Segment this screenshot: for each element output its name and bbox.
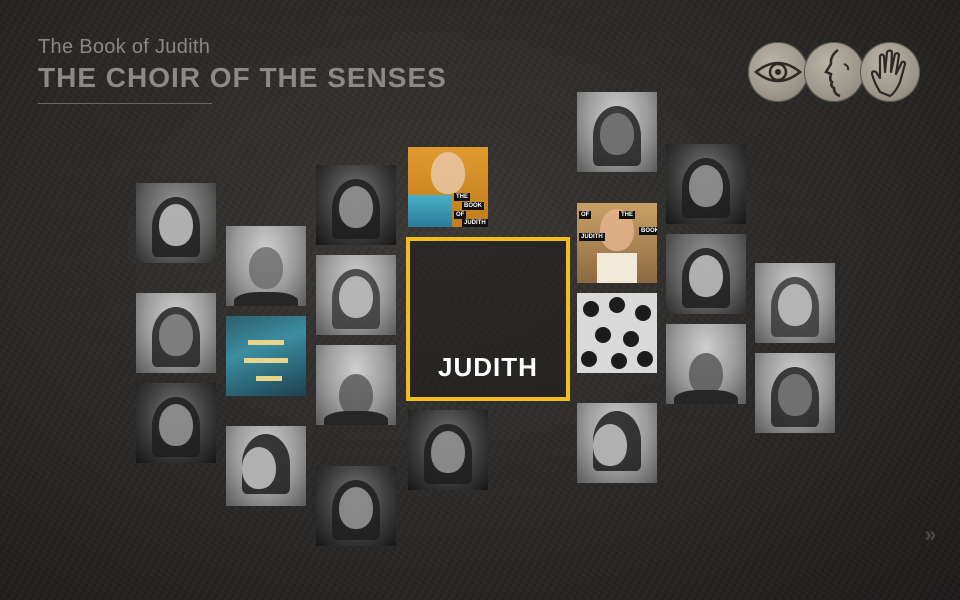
singer-video-tile[interactable] — [226, 426, 306, 506]
face-shape — [159, 203, 193, 246]
singer-video-tile[interactable] — [136, 383, 216, 463]
ink-dot — [583, 301, 599, 317]
face-shape — [431, 430, 465, 473]
ink-dot — [581, 351, 597, 367]
face-shape — [689, 164, 723, 207]
singer-video-tile[interactable] — [755, 263, 835, 343]
book-tag-text: BOOK — [639, 227, 657, 235]
singer-video-tile[interactable] — [226, 226, 306, 306]
face-shape — [159, 313, 193, 356]
singer-video-tile[interactable] — [666, 144, 746, 224]
shoulders-shape — [674, 390, 738, 404]
face-shape — [339, 275, 373, 318]
ink-dot — [637, 351, 653, 367]
ink-dot — [611, 353, 627, 369]
singer-video-tile[interactable] — [136, 293, 216, 373]
singer-video-tile[interactable] — [408, 410, 488, 490]
face-shape — [159, 403, 193, 446]
book-tag-text: THE — [454, 193, 470, 201]
ink-dot — [623, 331, 639, 347]
hand-icon[interactable] — [860, 42, 920, 102]
painting-stroke — [256, 376, 282, 381]
ink-dot — [635, 305, 651, 321]
painting-stroke — [244, 358, 288, 363]
singer-video-tile[interactable] — [136, 183, 216, 263]
singer-video-tile[interactable]: THE BOOK OF JUDITH — [408, 147, 488, 227]
face-shape — [339, 185, 373, 228]
face-shape — [689, 254, 723, 297]
ink-dot — [609, 297, 625, 313]
singer-video-tile[interactable] — [666, 324, 746, 404]
singer-video-tile[interactable] — [316, 255, 396, 335]
painting-tile[interactable] — [226, 316, 306, 396]
book-tag-text: THE — [619, 211, 635, 219]
next-page-arrow[interactable]: » — [925, 524, 937, 546]
ink-dot — [595, 327, 611, 343]
face-shape — [778, 283, 812, 326]
singer-video-tile[interactable] — [316, 165, 396, 245]
face-shape — [249, 246, 283, 289]
book-cover — [408, 195, 452, 227]
shoulders-shape — [324, 411, 388, 425]
book-subtitle: The Book of Judith — [38, 36, 211, 58]
singer-video-tile[interactable] — [316, 466, 396, 546]
page-title: THE CHOIR OF THE SENSES — [38, 62, 447, 93]
face-profile-icon[interactable] — [804, 42, 864, 102]
book-tag-text: BOOK — [462, 202, 484, 210]
face-shape — [600, 112, 634, 155]
face-shape — [242, 446, 276, 489]
face-shape — [339, 486, 373, 529]
book-tag-text: JUDITH — [462, 219, 488, 227]
face-shape — [593, 423, 627, 466]
judith-label: JUDITH — [438, 352, 538, 382]
face-shape — [778, 373, 812, 416]
singer-video-tile[interactable] — [577, 403, 657, 483]
senses-nav — [748, 42, 920, 104]
singer-video-tile[interactable] — [666, 234, 746, 314]
singer-video-tile[interactable]: OF THE JUDITH BOOK — [577, 203, 657, 283]
singer-video-tile[interactable] — [316, 345, 396, 425]
painting-stroke — [248, 340, 284, 345]
book-tag-text: OF — [579, 211, 592, 219]
singer-video-tile[interactable] — [577, 92, 657, 172]
book-tag-text: JUDITH — [579, 233, 605, 241]
book-tag-text: OF — [454, 211, 467, 219]
title-divider — [38, 103, 212, 104]
face-shape — [431, 151, 465, 194]
judith-center-tile[interactable]: JUDITH — [406, 237, 570, 401]
face-shape — [339, 373, 373, 416]
singer-video-tile[interactable] — [755, 353, 835, 433]
eye-icon[interactable] — [748, 42, 808, 102]
shoulders-shape — [234, 292, 298, 306]
book-cover — [597, 253, 637, 283]
face-shape — [689, 352, 723, 395]
ink-pattern-tile[interactable] — [577, 293, 657, 373]
